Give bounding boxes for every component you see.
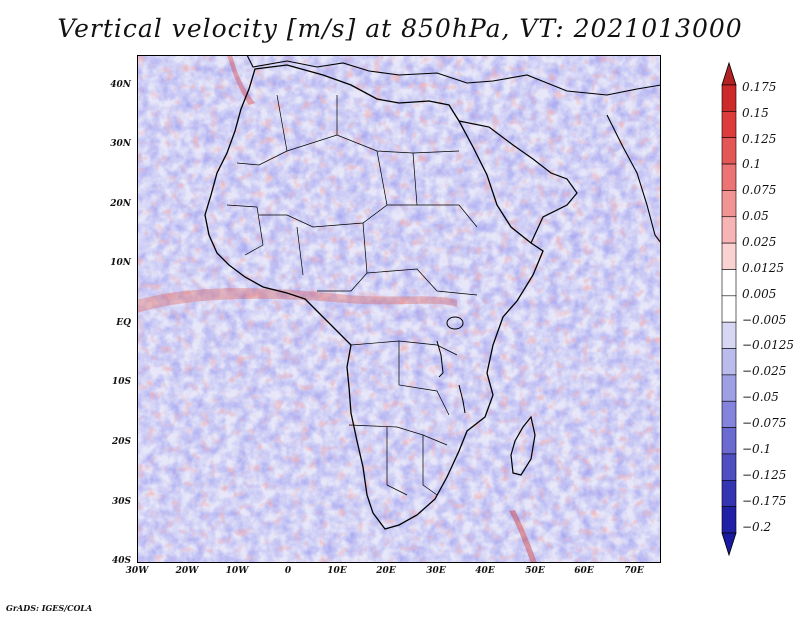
- arabia-coastline: [458, 120, 578, 244]
- lat-label: 30N: [110, 139, 131, 149]
- colorbar-swatch: [721, 348, 737, 376]
- lake-victoria: [446, 316, 464, 330]
- lon-label: 50E: [525, 566, 545, 576]
- map-frame: [137, 55, 661, 563]
- colorbar-label: −0.05: [742, 390, 779, 404]
- colorbar-swatch: [721, 453, 737, 481]
- colorbar-swatch: [721, 321, 737, 349]
- colorbar-label: 0.075: [742, 183, 777, 197]
- colorbar-swatch: [721, 216, 737, 244]
- colorbar-label: 0.05: [742, 209, 769, 223]
- colorbar-swatch: [721, 479, 737, 507]
- itcz-band: [137, 288, 457, 313]
- colorbar-label: −0.075: [742, 416, 787, 430]
- colorbar-swatch: [721, 506, 737, 534]
- chart-title: Vertical velocity [m/s] at 850hPa, VT: 2…: [57, 14, 743, 43]
- lon-label: 40E: [475, 566, 495, 576]
- madagascar-coastline: [510, 415, 536, 476]
- colorbar-swatch: [721, 374, 737, 402]
- vertical-velocity-map: [137, 55, 661, 563]
- colorbar-label: −0.025: [742, 364, 787, 378]
- colorbar-swatch: [721, 400, 737, 428]
- lat-label: 10N: [110, 258, 131, 268]
- colorbar-label: 0.0125: [742, 261, 784, 275]
- mozambique-channel-band: [509, 510, 537, 563]
- lat-label: 20S: [111, 437, 131, 447]
- lon-label: 30E: [426, 566, 446, 576]
- colorbar-label: −0.125: [742, 468, 787, 482]
- lon-label: 10E: [327, 566, 347, 576]
- europe-coastline: [246, 55, 661, 96]
- jet-band-northwest: [227, 55, 255, 105]
- colorbar-swatch: [721, 427, 737, 455]
- india-coastline: [606, 114, 661, 244]
- colorbar-swatch: [721, 137, 737, 165]
- africa-coastline: [204, 64, 544, 530]
- colorbar-swatch: [721, 163, 737, 191]
- colorbar: [721, 61, 737, 557]
- colorbar-label: −0.2: [742, 520, 772, 534]
- lon-label: 0: [284, 566, 292, 576]
- lake-malawi: [458, 384, 466, 414]
- colorbar-label: −0.1: [742, 442, 772, 456]
- lake-tanganyika: [436, 340, 444, 378]
- lon-label: 70E: [624, 566, 644, 576]
- colorbar-label: −0.005: [742, 313, 787, 327]
- lon-label: 20E: [376, 566, 396, 576]
- colorbar-label: −0.0125: [742, 338, 795, 352]
- lat-label: 10S: [111, 377, 131, 387]
- lat-label: 40S: [111, 556, 131, 566]
- lat-label: 40N: [110, 80, 131, 90]
- footer-credit: GrADS: IGES/COLA: [6, 603, 93, 613]
- colorbar-label: 0.125: [742, 132, 777, 146]
- colorbar-swatch: [721, 242, 737, 270]
- colorbar-label: 0.15: [742, 106, 769, 120]
- country-borders: [226, 94, 478, 496]
- lon-label: 60E: [574, 566, 594, 576]
- colorbar-label: 0.005: [742, 287, 777, 301]
- colorbar-arrow-bottom: [721, 532, 737, 557]
- colorbar-label: −0.175: [742, 494, 787, 508]
- colorbar-arrow-top: [721, 61, 737, 86]
- colorbar-label: 0.1: [742, 157, 762, 171]
- rising-field: [137, 55, 661, 563]
- lat-label: 20N: [110, 199, 131, 209]
- colorbar-swatch: [721, 190, 737, 218]
- lat-label: EQ: [116, 318, 131, 328]
- lon-label: 10W: [225, 566, 249, 576]
- lon-label: 30W: [125, 566, 149, 576]
- colorbar-label: 0.025: [742, 235, 777, 249]
- colorbar-swatch: [721, 269, 737, 297]
- lon-label: 20W: [175, 566, 199, 576]
- colorbar-swatch: [721, 111, 737, 139]
- colorbar-swatch: [721, 295, 737, 323]
- lat-label: 30S: [111, 497, 131, 507]
- colorbar-label: 0.175: [742, 80, 777, 94]
- colorbar-swatch: [721, 84, 737, 112]
